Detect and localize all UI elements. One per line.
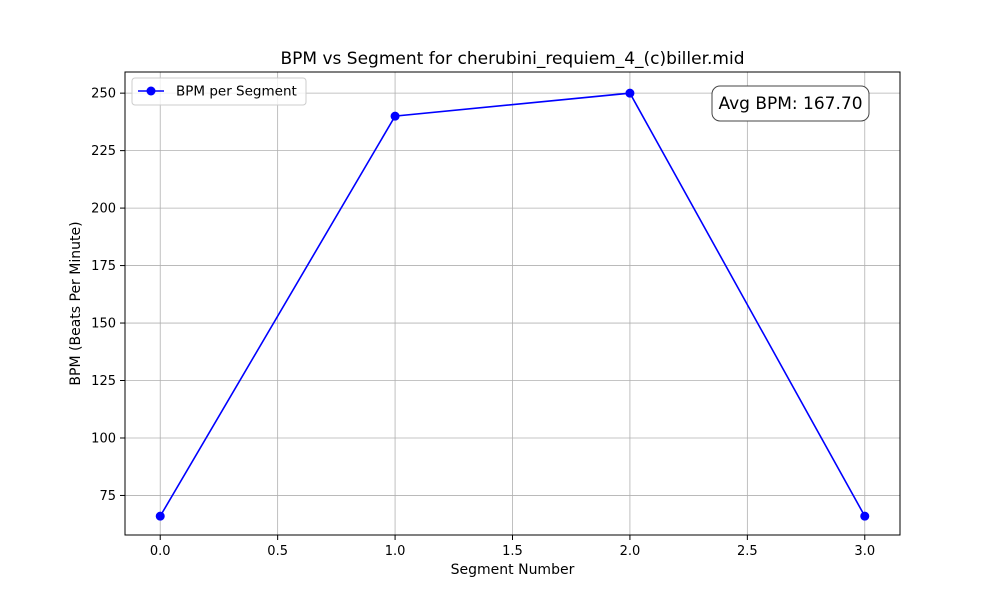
data-point <box>390 111 400 121</box>
y-tick-label: 75 <box>99 489 116 504</box>
y-axis-label: BPM (Beats Per Minute) <box>68 221 84 385</box>
x-tick-label: 0.0 <box>150 544 171 559</box>
data-point <box>860 511 870 521</box>
x-tick-label: 2.5 <box>737 544 758 559</box>
axes: 0.0 0.5 1.0 1.5 2.0 2.5 3.0 75 100 125 150 175 200 22… <box>91 71 901 559</box>
legend-marker-swatch <box>146 86 156 96</box>
avg-bpm-annotation: Avg BPM: 167.70 <box>711 85 870 122</box>
legend-box <box>131 77 307 106</box>
y-tick-label: 175 <box>91 259 116 274</box>
chart-title: BPM vs Segment for cherubini_requiem_4_(… <box>281 49 745 69</box>
x-tick-label: 1.5 <box>502 544 523 559</box>
y-tick-label: 200 <box>91 202 116 217</box>
series-layer <box>155 88 870 521</box>
data-point <box>155 511 165 521</box>
x-axis-label: Segment Number <box>451 562 575 578</box>
x-tick-label: 1.0 <box>385 544 406 559</box>
legend-label: BPM per Segment <box>176 84 297 100</box>
x-tick-label: 0.5 <box>267 544 288 559</box>
y-tick-label: 250 <box>91 87 116 102</box>
y-tick-label: 225 <box>91 144 116 159</box>
y-tick-label: 150 <box>91 317 116 332</box>
y-tick-label: 100 <box>91 431 116 446</box>
y-tick-label: 125 <box>91 374 116 389</box>
annotation-box <box>711 85 870 122</box>
grid <box>125 72 900 535</box>
legend: BPM per Segment <box>131 77 307 106</box>
annotation-text: Avg BPM: 167.70 <box>718 94 862 114</box>
series-line <box>159 92 866 517</box>
x-tick-label: 2.0 <box>620 544 641 559</box>
x-tick-label: 3.0 <box>854 544 875 559</box>
data-point <box>625 88 635 98</box>
